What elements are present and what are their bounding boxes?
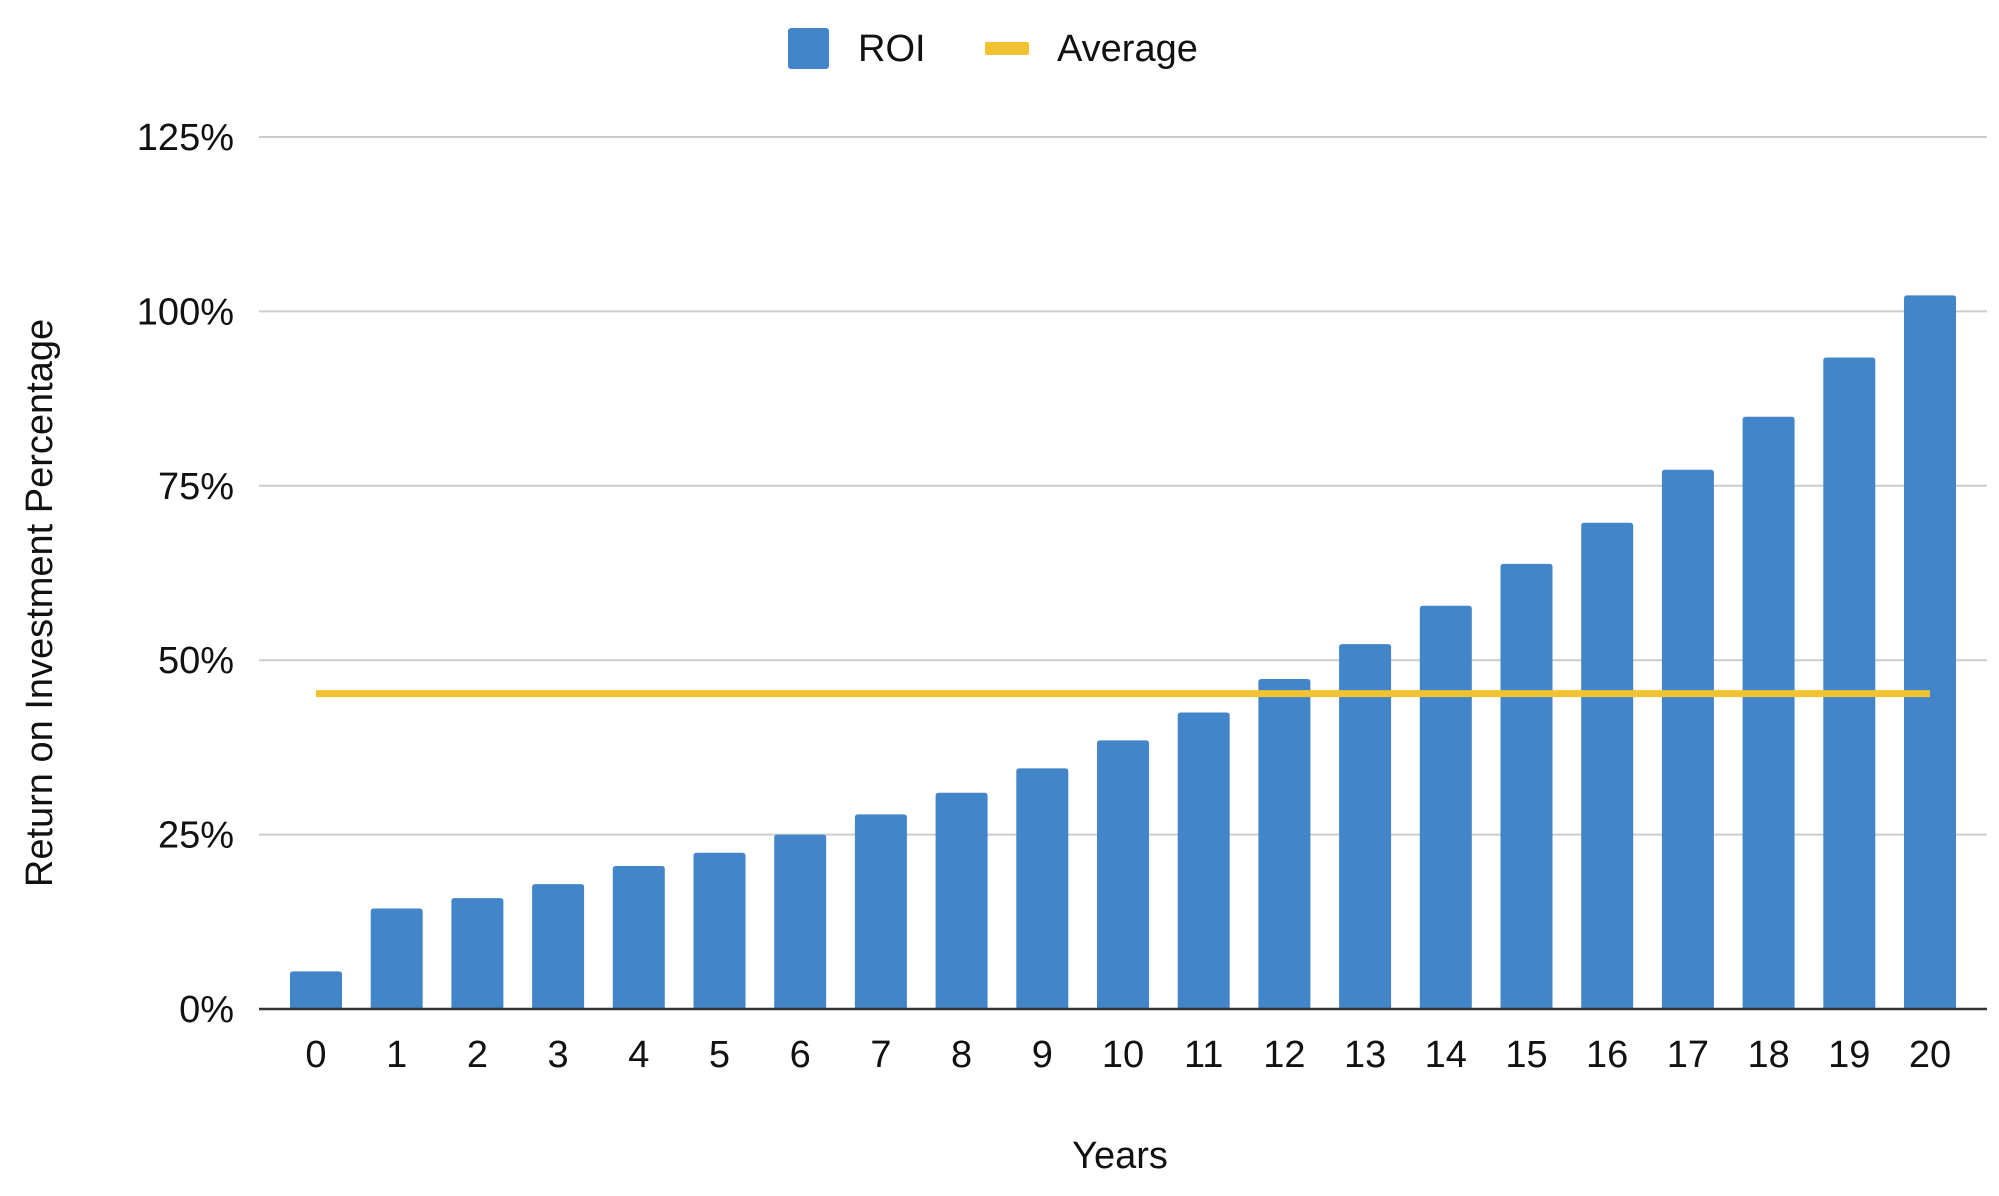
x-tick-label: 20	[1909, 1034, 1951, 1076]
x-tick-label: 6	[790, 1034, 811, 1076]
y-axis-title: Return on Investment Percentage	[19, 319, 61, 887]
x-tick-label: 18	[1747, 1034, 1789, 1076]
roi-bars	[290, 295, 1956, 1009]
y-tick-label: 100%	[137, 291, 234, 333]
y-tick-label: 75%	[158, 466, 234, 508]
roi-bar	[1581, 522, 1634, 1009]
x-tick-label: 7	[870, 1034, 891, 1076]
x-tick-label: 15	[1505, 1034, 1547, 1076]
roi-bar	[1258, 679, 1311, 1009]
y-tick-label: 0%	[179, 989, 234, 1031]
y-tick-label: 125%	[137, 117, 234, 159]
x-tick-label: 11	[1184, 1034, 1223, 1076]
roi-bar	[1339, 644, 1392, 1009]
roi-bar	[1419, 605, 1472, 1009]
roi-bar	[1177, 712, 1230, 1009]
x-axis-title: Years	[1072, 1135, 1168, 1177]
roi-bar	[451, 898, 504, 1009]
y-tick-label: 50%	[158, 640, 234, 682]
roi-bar	[774, 834, 827, 1009]
y-tick-labels: 0% 25% 50% 75% 100% 125%	[137, 117, 234, 1031]
roi-bar	[612, 865, 665, 1009]
x-tick-label: 9	[1032, 1034, 1053, 1076]
x-tick-label: 19	[1828, 1034, 1870, 1076]
x-tick-label: 1	[386, 1034, 407, 1076]
x-tick-label: 4	[628, 1034, 649, 1076]
legend-average-label: Average	[1057, 28, 1198, 70]
roi-bar	[1661, 469, 1714, 1009]
x-tick-label: 5	[709, 1034, 730, 1076]
x-tick-label: 3	[548, 1034, 569, 1076]
x-tick-label: 16	[1586, 1034, 1628, 1076]
legend-roi-label: ROI	[858, 28, 926, 70]
x-tick-label: 17	[1667, 1034, 1709, 1076]
roi-bar	[693, 852, 746, 1009]
x-tick-label: 8	[951, 1034, 972, 1076]
roi-bar	[1823, 357, 1876, 1009]
y-tick-label: 25%	[158, 815, 234, 857]
x-tick-label: 13	[1344, 1034, 1386, 1076]
x-tick-label: 2	[467, 1034, 488, 1076]
legend-roi-swatch	[788, 28, 829, 69]
x-tick-labels: 0 1 2 3 4 5 6 7 8 9 10 11 12 13 14 15 16 17 18 19 20	[305, 1034, 1951, 1076]
roi-bar	[370, 908, 423, 1009]
roi-bar	[854, 814, 907, 1009]
legend: ROI Average	[788, 28, 1198, 70]
x-tick-label: 14	[1425, 1034, 1467, 1076]
roi-bar	[290, 971, 342, 1009]
gridlines	[259, 136, 1987, 836]
x-tick-label: 10	[1102, 1034, 1144, 1076]
roi-bar	[1904, 295, 1956, 1009]
roi-bar	[1500, 563, 1553, 1009]
legend-average-swatch	[985, 42, 1029, 55]
roi-bar	[1097, 740, 1149, 1009]
x-tick-label: 12	[1263, 1034, 1305, 1076]
roi-bar	[935, 792, 988, 1009]
roi-bar	[1742, 416, 1795, 1009]
x-tick-label: 0	[305, 1034, 326, 1076]
roi-bar	[1016, 768, 1069, 1009]
roi-bar	[532, 884, 585, 1009]
